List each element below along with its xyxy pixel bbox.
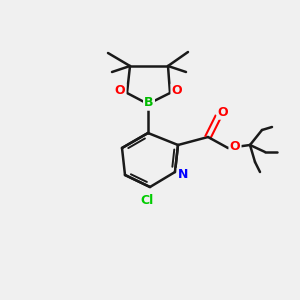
Text: O: O	[172, 85, 182, 98]
Text: O: O	[230, 140, 240, 152]
Text: Cl: Cl	[140, 194, 154, 208]
Text: N: N	[178, 169, 188, 182]
Text: O: O	[218, 106, 228, 118]
Text: O: O	[115, 85, 125, 98]
Text: B: B	[144, 97, 154, 110]
